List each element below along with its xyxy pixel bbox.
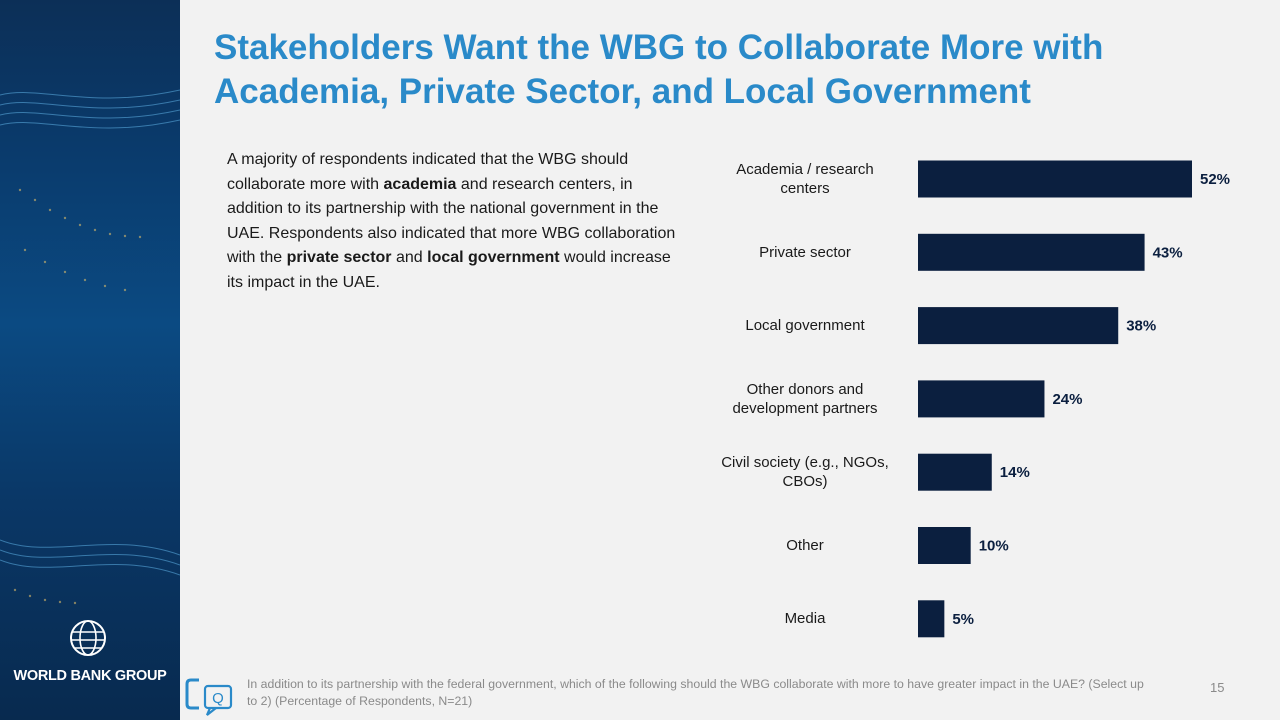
bar-value-label-4: 14% [1000, 464, 1030, 481]
globe-logo-icon [70, 620, 106, 656]
category-label-3: Other donors and development partners [700, 380, 910, 418]
category-label-5: Other [700, 536, 910, 555]
category-label-line: Local government [745, 317, 865, 335]
bar-5 [918, 527, 971, 564]
category-label-6: Media [700, 609, 910, 628]
bar-2 [918, 307, 1119, 345]
category-label-line: Academia / research [736, 161, 874, 178]
summary-bold-private-sector: private sector [286, 249, 392, 267]
category-label-4: Civil society (e.g., NGOs, CBOs) [700, 453, 910, 491]
survey-question-icon: Q [185, 678, 233, 716]
category-label-line: Private sector [759, 243, 851, 261]
footer-icon-letter: Q [212, 690, 224, 707]
category-label-line: Civil society (e.g., NGOs, [721, 454, 889, 472]
category-label-line: CBOs) [782, 473, 828, 491]
summary-text-2: and research centers, in addition to its… [227, 175, 676, 267]
bar-value-label-3: 24% [1052, 391, 1082, 408]
decorative-waves [0, 89, 180, 605]
category-label-line: development partners [732, 399, 878, 417]
bar-value-label-0: 52% [1200, 171, 1230, 188]
bar-value-label-5: 10% [979, 538, 1009, 555]
bar-4 [918, 453, 992, 491]
summary-bold-local-government: local government [427, 249, 560, 267]
category-label-0: Academia / research centers [700, 160, 910, 198]
bar-chart-plot: 52% 43% 38% 24% 14% 10% 5% [918, 160, 1230, 638]
summary-bold-academia: academia [383, 175, 457, 193]
category-label-2: Local government [700, 316, 910, 335]
summary-paragraph: A majority of respondents indicated that… [227, 148, 677, 296]
bar-1 [918, 233, 1145, 271]
category-label-line: Media [784, 610, 826, 628]
brand-name: WORLD BANK GROUP [13, 668, 167, 684]
bar-0 [918, 160, 1192, 198]
bar-value-label-2: 38% [1126, 318, 1156, 335]
bar-value-label-1: 43% [1153, 244, 1183, 261]
sidebar: WORLD BANK GROUP [0, 0, 180, 720]
summary-text-1: A majority of respondents indicated that… [227, 151, 629, 193]
bar-3 [918, 380, 1045, 418]
page-number: 15 [1210, 680, 1225, 695]
category-label-line: Other [786, 537, 824, 554]
summary-text-3: and [391, 249, 428, 267]
survey-question-footnote: In addition to its partnership with the … [247, 677, 1144, 708]
category-label-1: Private sector [700, 243, 910, 262]
bar-value-label-6: 5% [952, 611, 974, 628]
category-label-line: centers [780, 180, 830, 197]
summary-text-4: would increase its impact in the UAE. [227, 249, 671, 291]
page-title: Stakeholders Want the WBG to Collaborate… [214, 28, 1104, 111]
category-label-line: Other donors and [746, 380, 864, 398]
bar-6 [918, 600, 945, 638]
